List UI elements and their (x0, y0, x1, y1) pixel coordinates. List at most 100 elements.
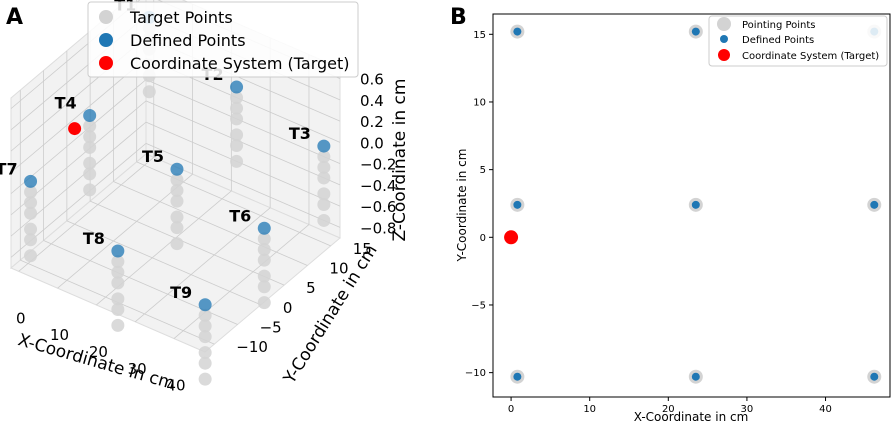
panel-a-xtick-label: 30 (128, 360, 147, 378)
panel-b-defined-point (870, 372, 879, 381)
panel-a-target-point (83, 140, 97, 154)
panel-b-points (504, 24, 882, 384)
panel-a-defined-point (170, 162, 184, 176)
panel-a-letter: A (6, 5, 23, 30)
panel-a-point-label: T3 (289, 124, 311, 143)
panel-a-target-point (230, 154, 244, 168)
panel-a-target-point (257, 232, 271, 246)
panel-b-origin-point (504, 230, 519, 245)
panel-a-target-point (198, 308, 212, 322)
panel-a-target-point (24, 206, 38, 220)
panel-a-floor-pane (10, 153, 341, 353)
panel-a-grid-x-floor (134, 207, 271, 323)
panel-a-target-point (83, 183, 97, 197)
legend-defined-label: Defined Points (130, 31, 246, 50)
panel-a-point-label: T7 (0, 159, 18, 178)
panel-b-legend-box (708, 15, 888, 67)
panel-a-target-point (257, 269, 271, 283)
panel-a-grid-z-back (145, 100, 341, 186)
panel-a-target-point (24, 185, 38, 199)
panel-a-ztick-label: −0.4 (360, 177, 396, 195)
panel-a-ytick-label: −5 (260, 318, 282, 336)
panel-b-defined-point (513, 372, 522, 381)
panel-a-target-point (83, 156, 97, 170)
panel-a-target-point (24, 196, 38, 210)
panel-a-target-point (257, 243, 271, 257)
panel-a-target-point (230, 138, 244, 152)
panel-b-defined-point (691, 200, 700, 209)
panel-a-target-point (170, 237, 184, 251)
panel-a-grid-y-floor (136, 161, 331, 247)
panel-a-xlabel: X-Coordinate in cm (16, 330, 178, 394)
panel-a-point-label: T4 (55, 93, 77, 112)
legend-pointing-marker (717, 17, 731, 31)
panel-a-xtick-label: 10 (50, 326, 69, 344)
panel-a-point-label: T9 (170, 283, 192, 302)
legend-origin-label: Coordinate System (Target) (130, 54, 350, 73)
panel-a-ytick-label: −10 (236, 338, 268, 356)
panel-a-defined-point (317, 139, 331, 153)
panel-a-defined-point (24, 174, 38, 188)
panel-a-target-point (111, 302, 125, 316)
panel-b-xtick-label: 30 (741, 404, 754, 415)
panel-b-ytick-label: 10 (473, 97, 486, 108)
panel-a-target-point (111, 318, 125, 332)
panel-a-target-point (170, 210, 184, 224)
panel-a-target-point (170, 194, 184, 208)
panel-b-xlabel: X-Coordinate in cm (634, 410, 749, 424)
legend-defined-label-b: Defined Points (742, 35, 814, 46)
panel-b-xtick-label: 40 (819, 404, 832, 415)
legend-defined-marker (99, 33, 113, 47)
panel-a-defined-point (230, 80, 244, 94)
panel-b-ytick-label: 5 (480, 165, 486, 176)
panel-a-3d-chart: 010203040−10−5051015−0.8−0.6−0.4−0.20.00… (0, 0, 410, 395)
panel-a-target-point (317, 187, 331, 201)
panel-a-grid-y-floor (89, 200, 285, 286)
panel-a-point-label: T5 (142, 147, 164, 166)
panel-a-xtick-label: 0 (16, 309, 26, 327)
panel-b-letter: B (450, 5, 467, 30)
panel-a-target-point (24, 222, 38, 236)
legend-pointing-label: Pointing Points (742, 20, 816, 31)
panel-a-target-point (170, 183, 184, 197)
panel-a-target-point (317, 171, 331, 185)
panel-a-grid-y-floor (113, 181, 308, 266)
panel-a-grid-z-back (145, 143, 341, 228)
panel-b-xtick-label: 10 (583, 404, 596, 415)
panel-a-target-point (170, 221, 184, 235)
legend-defined-marker-b (720, 35, 728, 43)
panel-a-target-point (230, 112, 244, 126)
panel-a-ztick-label: 0.4 (360, 92, 384, 110)
panel-a-zlabel: Z-Coordinate in cm (390, 79, 410, 242)
panel-a-target-point (198, 319, 212, 333)
panel-b-defined-point (870, 200, 879, 209)
panel-a-point-labels: T1T2T3T4T5T6T7T8T9 (0, 0, 311, 302)
panel-b-ytick-label: −10 (465, 368, 486, 379)
panel-a-target-point (198, 356, 212, 370)
legend-origin-marker-b (718, 49, 730, 61)
panel-a-target-point (111, 276, 125, 290)
panel-a-target-point (230, 128, 244, 142)
panel-a-ytick-label: 10 (329, 260, 348, 278)
panel-b-defined-point (691, 372, 700, 381)
panel-a-target-point (257, 296, 271, 310)
panel-a-target-point (111, 255, 125, 269)
panel-a-target-point (257, 280, 271, 294)
panel-a-target-point (230, 101, 244, 115)
panel-a-grid-x-floor (18, 157, 155, 272)
panel-a-ztick-label: −0.6 (360, 198, 396, 216)
panel-a-grid-x-floor (173, 224, 310, 339)
panel-b-defined-point (513, 27, 522, 36)
legend-origin-label-b: Coordinate System (Target) (742, 51, 879, 62)
panel-a-defined-point (257, 221, 271, 235)
panel-a-ytick-label: 5 (306, 279, 316, 297)
panel-a-point-label: T8 (83, 229, 105, 248)
panel-a-target-point (83, 130, 97, 144)
panel-a-defined-point (83, 108, 97, 122)
panel-b-legend: Pointing Points Defined Points Coordinat… (708, 15, 888, 67)
panel-b-ytick-label: −5 (471, 300, 486, 311)
panel-b-defined-point (513, 200, 522, 209)
panel-a-ticks: 010203040−10−5051015−0.8−0.6−0.4−0.20.00… (16, 71, 396, 395)
panel-a-target-point (257, 253, 271, 267)
